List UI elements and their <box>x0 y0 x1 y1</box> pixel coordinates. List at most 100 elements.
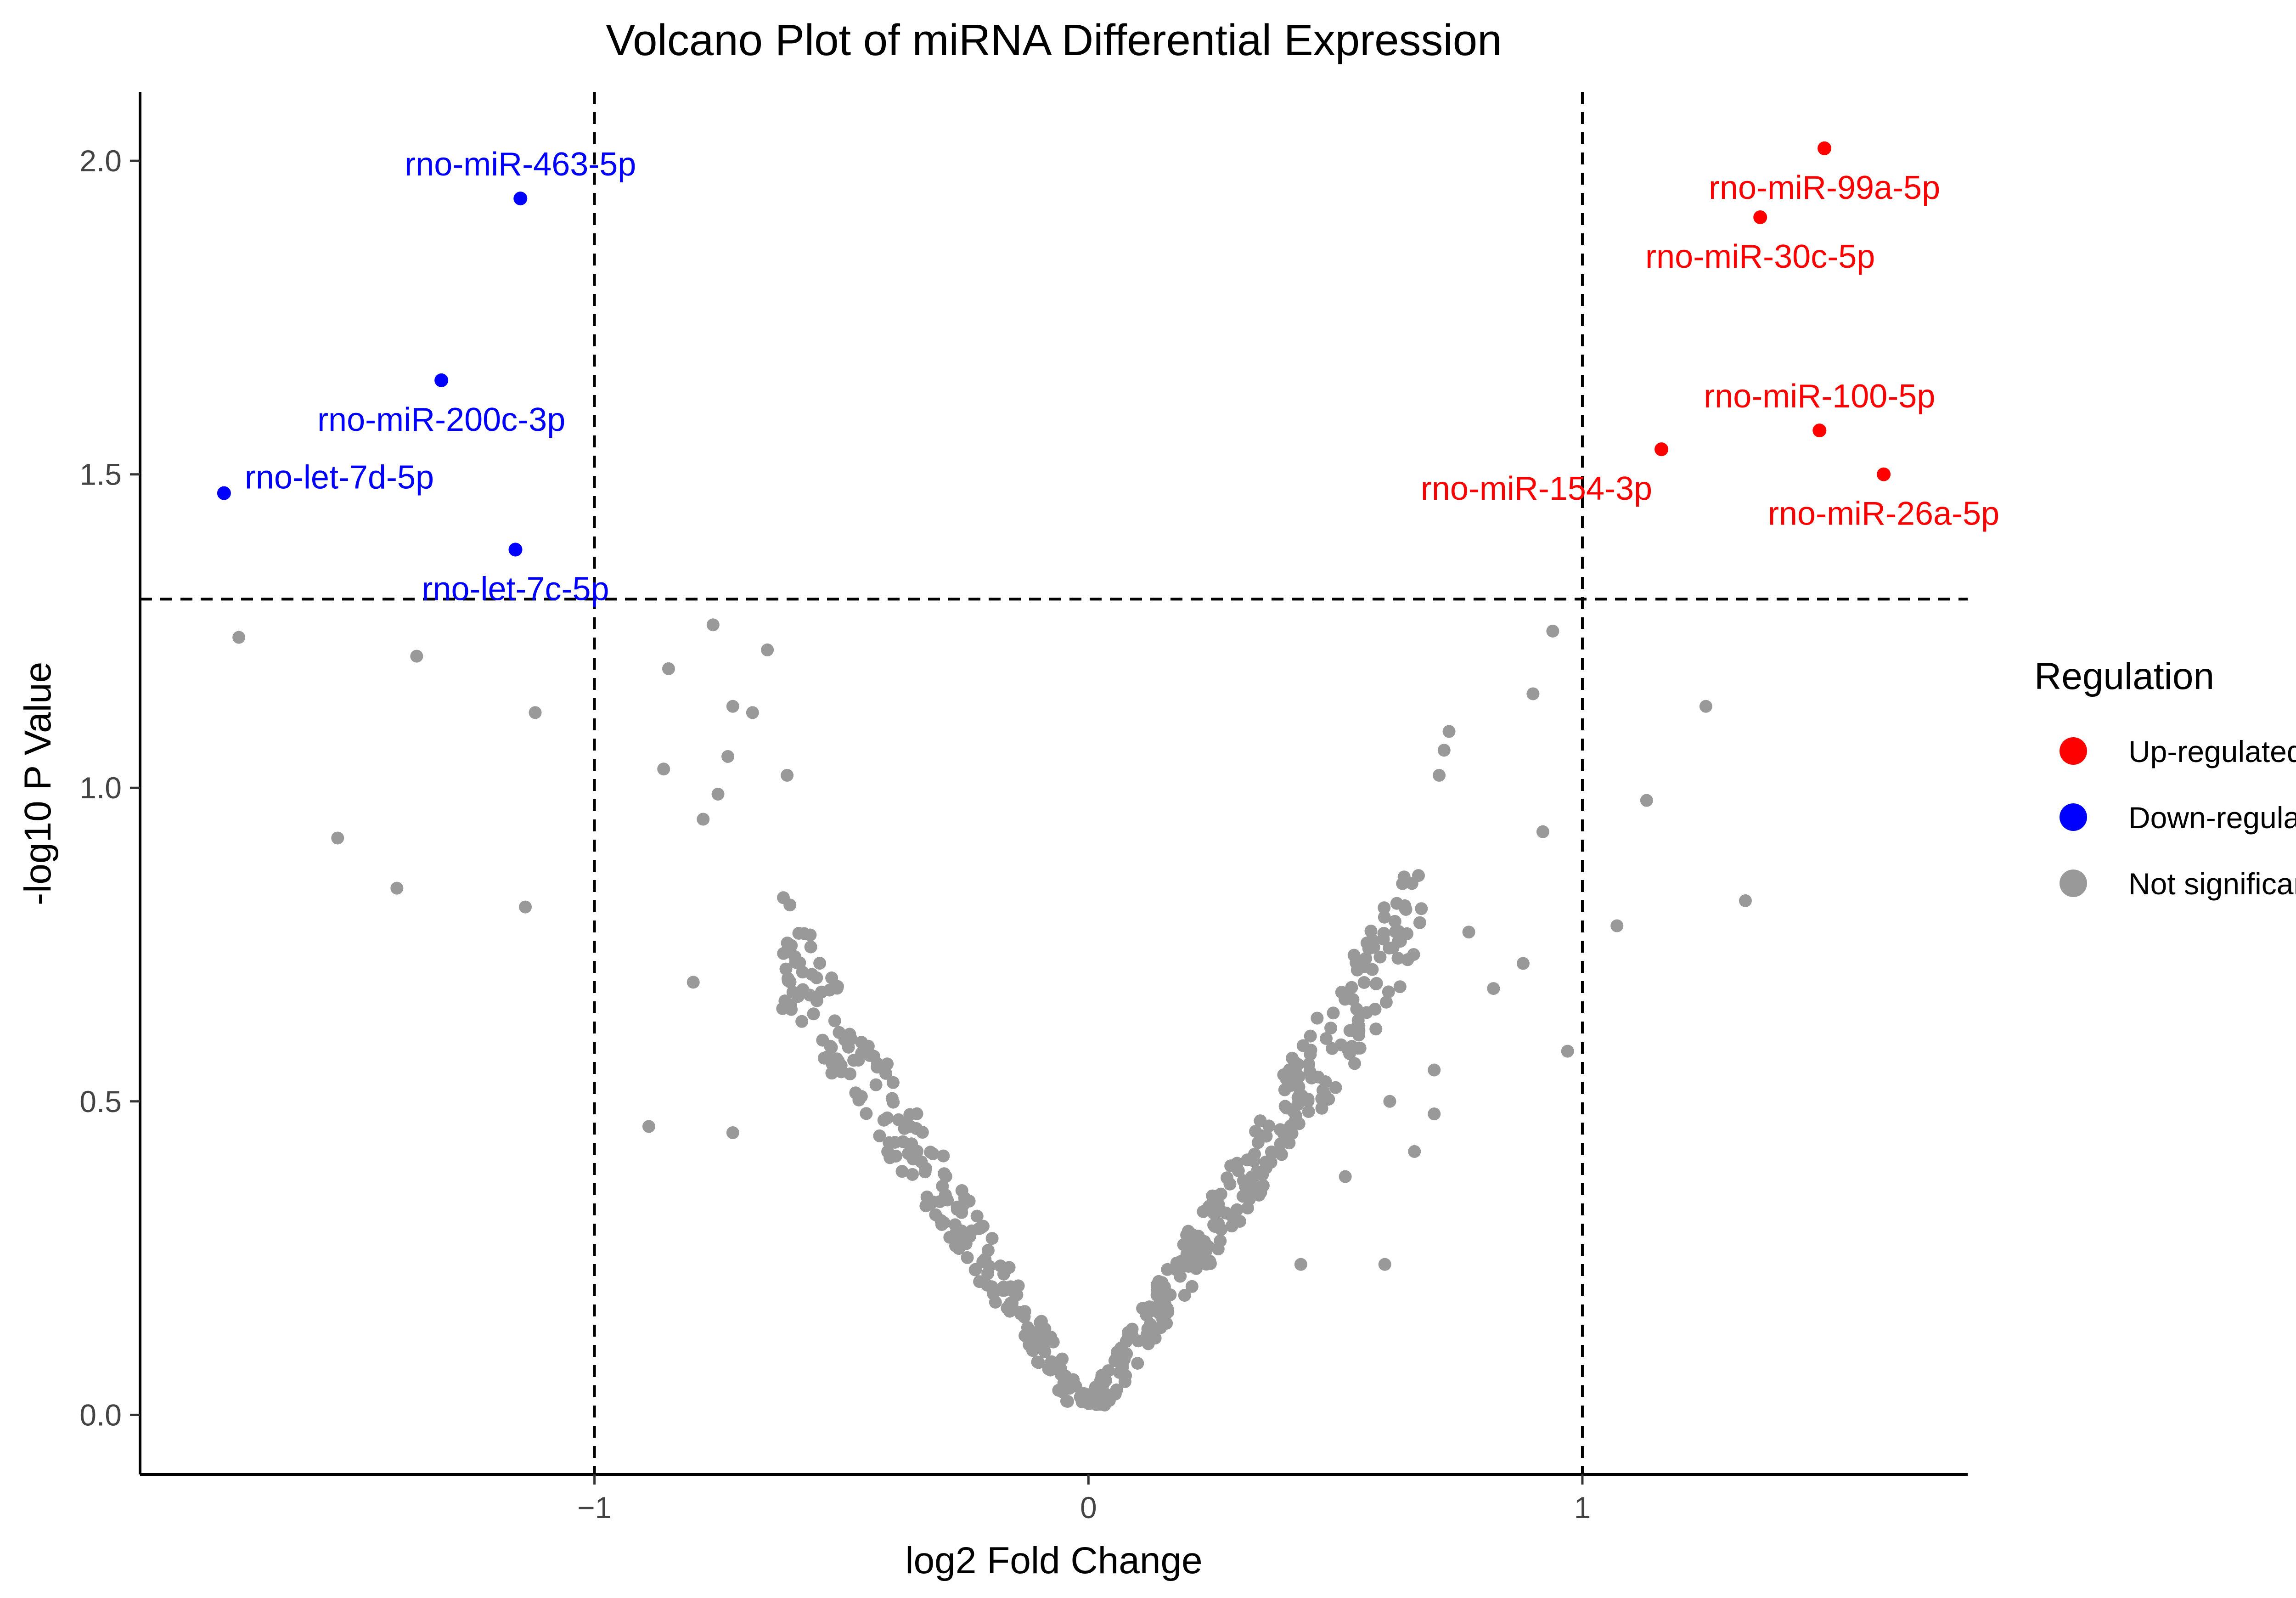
ns-point <box>1348 1057 1361 1070</box>
point-label: rno-miR-154-3p <box>1421 470 1652 507</box>
ns-point <box>1362 942 1375 955</box>
legend-swatch <box>2060 737 2087 765</box>
ns-outlier-point <box>519 900 532 914</box>
ns-point <box>1140 1328 1154 1341</box>
ns-point <box>1278 1083 1291 1096</box>
ns-point <box>1413 916 1426 929</box>
ns-point <box>1260 1129 1273 1143</box>
ns-point <box>873 1129 886 1142</box>
ns-point <box>959 1236 973 1249</box>
up-regulated-point <box>1812 423 1827 438</box>
ns-point <box>1224 1159 1238 1173</box>
x-tick-label: 0 <box>1080 1491 1097 1525</box>
ns-point <box>844 1067 856 1081</box>
ns-outlier-point <box>232 631 246 644</box>
ns-point <box>924 1146 937 1159</box>
ns-outlier-point <box>1408 1145 1421 1158</box>
ns-point <box>795 1015 809 1028</box>
ns-point <box>1382 985 1395 999</box>
legend: Regulation Up-regulated Down-regulated Not… <box>2034 655 2296 901</box>
ns-point <box>1214 1187 1227 1201</box>
ns-point <box>937 1149 950 1163</box>
ns-point <box>941 1193 954 1207</box>
ns-point <box>1341 1043 1355 1056</box>
ns-point <box>817 1051 831 1065</box>
significant-points <box>217 141 1891 557</box>
outlier-points <box>232 618 1752 1271</box>
ns-point <box>1324 1022 1337 1035</box>
ns-point <box>1208 1220 1221 1233</box>
ns-outlier-point <box>761 643 774 656</box>
x-tick-label: −1 <box>577 1491 612 1525</box>
ns-point <box>1369 1022 1383 1036</box>
ns-point <box>1302 1105 1315 1118</box>
ns-outlier-point <box>687 976 700 989</box>
ns-point <box>1368 1003 1382 1016</box>
ns-point <box>1042 1362 1055 1376</box>
ns-point <box>885 1092 899 1105</box>
ns-point <box>1202 1201 1215 1214</box>
point-label: rno-miR-200c-3p <box>317 401 565 438</box>
legend-title: Regulation <box>2034 655 2214 697</box>
point-label: rno-let-7d-5p <box>245 459 434 496</box>
ns-point <box>970 1209 984 1223</box>
ns-outlier-point <box>1739 894 1752 907</box>
ns-point <box>860 1107 873 1120</box>
ns-outlier-point <box>1526 687 1540 700</box>
ns-point <box>1211 1242 1225 1256</box>
ns-point <box>805 968 819 981</box>
ns-point <box>1378 901 1391 915</box>
ns-point <box>1311 1011 1324 1025</box>
ns-point <box>1174 1270 1187 1283</box>
ns-point <box>1056 1385 1069 1399</box>
ns-outlier-point <box>781 768 794 782</box>
ns-point <box>1131 1357 1144 1370</box>
ns-point <box>969 1263 982 1276</box>
ns-outlier-point <box>1536 825 1549 838</box>
ns-outlier-point <box>662 662 675 675</box>
ns-point <box>994 1259 1007 1272</box>
point-label: rno-miR-26a-5p <box>1768 496 1999 532</box>
legend-swatch <box>2060 870 2087 897</box>
x-axis-ticks: −1 0 1 <box>577 1474 1591 1525</box>
x-tick-label: 1 <box>1574 1491 1591 1525</box>
ns-point <box>965 1224 979 1237</box>
ns-point <box>1178 1289 1191 1302</box>
ns-point <box>1059 1370 1072 1383</box>
ns-point <box>1322 1093 1335 1106</box>
ns-point <box>838 1033 851 1046</box>
ns-point <box>1311 1070 1325 1084</box>
ns-point <box>1315 1101 1328 1115</box>
ns-point <box>1185 1280 1199 1293</box>
point-label: rno-miR-99a-5p <box>1709 169 1940 206</box>
ns-point <box>783 975 797 988</box>
y-tick-label: 0.0 <box>79 1398 122 1432</box>
ns-point <box>1357 976 1371 989</box>
ns-point <box>989 1296 1002 1309</box>
ns-outlier-point <box>529 706 542 719</box>
ns-point <box>1415 902 1428 915</box>
y-tick-label: 1.5 <box>79 457 122 491</box>
ns-outlier-point <box>1546 624 1559 638</box>
point-labels: rno-miR-463-5p rno-miR-200c-3p rno-let-7d-… <box>245 146 1999 607</box>
ns-point <box>781 943 794 957</box>
legend-label: Not significant <box>2128 867 2296 901</box>
ns-point <box>1393 980 1407 994</box>
down-regulated-point <box>434 373 449 387</box>
ns-outlier-point <box>1437 744 1451 757</box>
ns-point <box>807 1007 820 1021</box>
ns-point <box>1304 1029 1317 1043</box>
ns-point <box>1327 1006 1340 1020</box>
ns-point <box>961 1251 974 1264</box>
ns-outlier-point <box>1294 1258 1307 1271</box>
ns-outlier-point <box>1442 725 1456 738</box>
ns-point <box>962 1194 976 1208</box>
ns-point <box>1373 950 1387 964</box>
ns-point <box>906 1151 919 1164</box>
ns-point <box>1274 1137 1287 1151</box>
down-regulated-point <box>508 542 523 557</box>
ns-point <box>1392 935 1405 948</box>
up-regulated-point <box>1753 210 1767 225</box>
ns-outlier-point <box>390 881 404 895</box>
y-axis-ticks: 0.0 0.5 1.0 1.5 2.0 <box>79 144 140 1432</box>
